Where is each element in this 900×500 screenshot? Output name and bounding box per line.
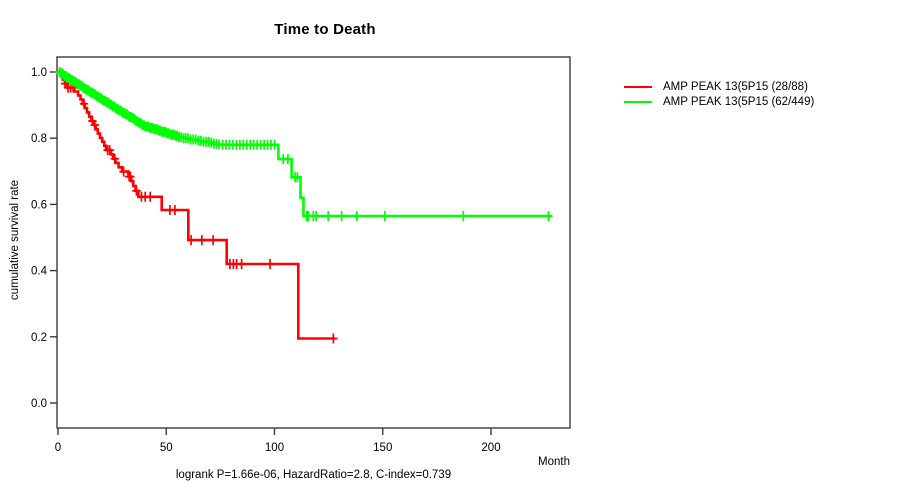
x-tick-label: 200 [481, 442, 500, 454]
survival-curve-0 [58, 70, 336, 340]
legend-line-red-icon [624, 85, 652, 88]
plot-box [56, 56, 571, 429]
legend-item: AMP PEAK 13(5P15 (62/449) [624, 95, 814, 111]
censor-marks-1 [55, 67, 553, 221]
x-tick-label: 150 [373, 442, 392, 454]
censor-marks-0 [60, 78, 338, 344]
legend-label-green: AMP PEAK 13(5P15 (62/449) [663, 96, 815, 109]
legend: AMP PEAK 13(5P15 (28/88) AMP PEAK 13(5P1… [624, 79, 814, 110]
x-tick-label: 50 [160, 442, 173, 454]
y-tick-label: 0.0 [31, 398, 47, 410]
y-tick-label: 0.4 [31, 266, 48, 278]
y-tick-label: 1.0 [31, 67, 47, 79]
y-tick-label: 0.6 [31, 199, 47, 211]
legend-line-green-icon [624, 101, 652, 104]
y-tick-label: 0.2 [31, 332, 47, 344]
x-tick-label: 0 [55, 442, 61, 454]
y-axis-label: cumulative survival rate [9, 179, 21, 301]
chart-title: Time to Death [274, 21, 376, 38]
x-tick-label: 100 [265, 442, 284, 454]
survival-curve-1 [58, 70, 552, 218]
y-tick-label: 0.8 [31, 133, 47, 145]
stats-footer: logrank P=1.66e-06, HazardRatio=2.8, C-i… [175, 469, 452, 481]
x-axis-label: Month [538, 456, 570, 468]
legend-item: AMP PEAK 13(5P15 (28/88) [624, 79, 814, 95]
legend-label-red: AMP PEAK 13(5P15 (28/88) [663, 80, 808, 93]
